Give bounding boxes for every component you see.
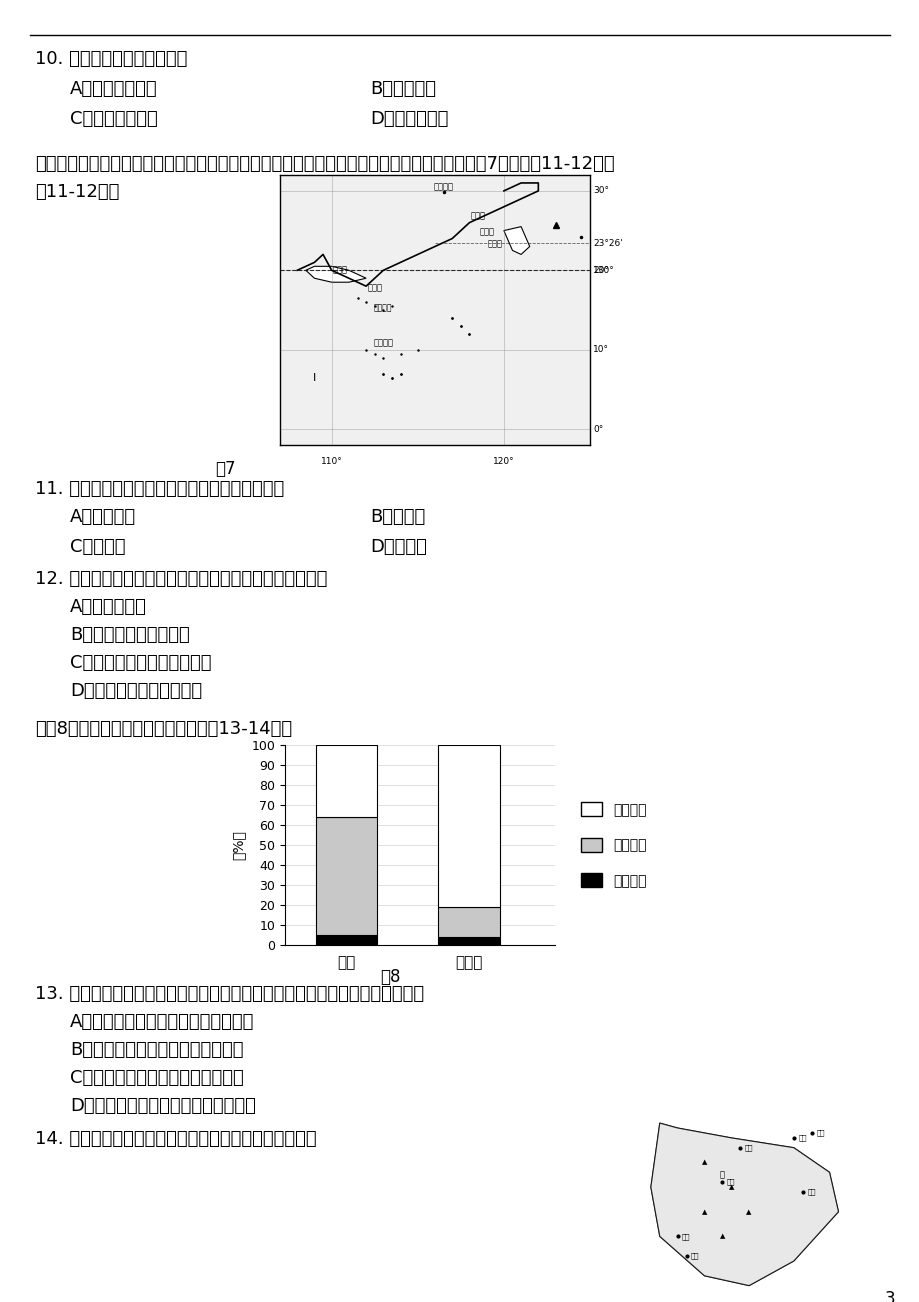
Text: 花莲: 花莲 <box>806 1189 815 1195</box>
Text: 3: 3 <box>883 1290 894 1302</box>
Text: 10°: 10° <box>593 345 608 354</box>
Text: I: I <box>312 374 316 384</box>
Text: 14. 针对资料反映出的问题而实施的重大工程是（　　）: 14. 针对资料反映出的问题而实施的重大工程是（ ） <box>35 1130 316 1148</box>
Text: 13. 对比南、北方耕地、水资源的对比配置得出的结论，叙述正确的是（　　）: 13. 对比南、北方耕地、水资源的对比配置得出的结论，叙述正确的是（ ） <box>35 986 424 1003</box>
Text: B．钓鱼岛: B．钓鱼岛 <box>369 508 425 526</box>
Text: 130°: 130° <box>593 266 615 275</box>
Text: A．我国耕地资源主要分布在南方地区: A．我国耕地资源主要分布在南方地区 <box>70 1013 254 1031</box>
Text: 舟山群岛: 舟山群岛 <box>433 182 453 191</box>
Text: ▲: ▲ <box>719 1233 724 1240</box>
Text: 台南: 台南 <box>681 1233 690 1240</box>
Text: 图7: 图7 <box>215 460 235 478</box>
Text: D．隶属海南省三沙市管辖: D．隶属海南省三沙市管辖 <box>70 682 202 700</box>
Text: 台中: 台中 <box>726 1178 734 1186</box>
Text: 中沙群岛: 中沙群岛 <box>374 303 392 312</box>
Text: 120°: 120° <box>493 457 514 466</box>
Text: 图8: 图8 <box>380 967 400 986</box>
Text: 海南岛: 海南岛 <box>333 264 347 273</box>
Bar <box>438 745 499 907</box>
Text: 基隆: 基隆 <box>815 1130 823 1137</box>
Text: A．舟山群岛: A．舟山群岛 <box>70 508 136 526</box>
Text: B．我国南、北方水土资源匹配合理: B．我国南、北方水土资源匹配合理 <box>70 1042 244 1059</box>
Polygon shape <box>650 1124 837 1285</box>
Text: B．均为岛国: B．均为岛国 <box>369 79 436 98</box>
Text: 30°: 30° <box>593 186 608 195</box>
Y-axis label: （%）: （%） <box>232 831 245 859</box>
Text: A．都是发达国家: A．都是发达国家 <box>70 79 157 98</box>
Text: 新竹: 新竹 <box>743 1144 753 1151</box>
Text: 南沙群岛: 南沙群岛 <box>373 339 393 348</box>
Text: 11. 下列岛屿中，全部位于我国南海的是（　　）: 11. 下列岛屿中，全部位于我国南海的是（ ） <box>35 480 284 497</box>
Text: ▲: ▲ <box>745 1208 751 1215</box>
Text: C．台湾岛: C．台湾岛 <box>70 538 125 556</box>
Bar <box>315 745 377 816</box>
Text: C．我国北方人口众多，水资源丰富: C．我国北方人口众多，水资源丰富 <box>70 1069 244 1087</box>
Text: 23°26': 23°26' <box>593 238 622 247</box>
Bar <box>438 937 499 945</box>
Text: ▲: ▲ <box>701 1208 707 1215</box>
Polygon shape <box>305 267 366 283</box>
Text: A．位于北温带: A．位于北温带 <box>70 598 147 616</box>
Text: 台北: 台北 <box>798 1134 806 1141</box>
Text: 110°: 110° <box>321 457 342 466</box>
Polygon shape <box>504 227 529 254</box>
Text: 成11-12题。: 成11-12题。 <box>35 184 119 201</box>
Text: 钓鱼岛: 钓鱼岛 <box>470 212 485 220</box>
Text: 20°: 20° <box>593 266 608 275</box>
Text: D．黄岩岛: D．黄岩岛 <box>369 538 426 556</box>
Text: 台湾岛: 台湾岛 <box>487 240 502 249</box>
Text: 读图8我国耕地、水资源配置图，完成13-14题。: 读图8我国耕地、水资源配置图，完成13-14题。 <box>35 720 292 738</box>
Text: D．我国人地矛盾最突出的是南方地区: D．我国人地矛盾最突出的是南方地区 <box>70 1098 255 1115</box>
Text: 黄岩岛: 黄岩岛 <box>367 283 381 292</box>
Legend: 南方地区, 北方地区, 其他地区: 南方地区, 北方地区, 其他地区 <box>574 797 652 893</box>
Text: C．主权历代以来都属于中国: C．主权历代以来都属于中国 <box>70 654 211 672</box>
Text: ▲: ▲ <box>701 1160 707 1165</box>
Text: 12. 关于南沙群岛及其周边海域的叙述，错误的是（　　）: 12. 关于南沙群岛及其周边海域的叙述，错误的是（ ） <box>35 570 327 589</box>
Text: B．拥有丰富的海洋资源: B．拥有丰富的海洋资源 <box>70 626 189 644</box>
Text: 高雄: 高雄 <box>690 1253 698 1259</box>
Bar <box>315 935 377 945</box>
Text: 10. 日本和澳大利亚（　　）: 10. 日本和澳大利亚（ ） <box>35 49 187 68</box>
Text: 0°: 0° <box>593 424 603 434</box>
Text: C．都濒临印度洋: C．都濒临印度洋 <box>70 109 157 128</box>
Text: ▲: ▲ <box>728 1184 733 1190</box>
Text: D．畜牧业发达: D．畜牧业发达 <box>369 109 448 128</box>
Bar <box>315 816 377 935</box>
Text: 随着《全国海岛保护规划》的正式出炉，我国强化了对海岛的保护。读我国部分海岛图（图7），完成11-12题。: 随着《全国海岛保护规划》的正式出炉，我国强化了对海岛的保护。读我国部分海岛图（图… <box>35 155 614 173</box>
Text: 赤尾屿: 赤尾屿 <box>479 228 494 237</box>
Bar <box>438 907 499 937</box>
Text: 台: 台 <box>719 1170 724 1180</box>
Polygon shape <box>650 1124 837 1285</box>
